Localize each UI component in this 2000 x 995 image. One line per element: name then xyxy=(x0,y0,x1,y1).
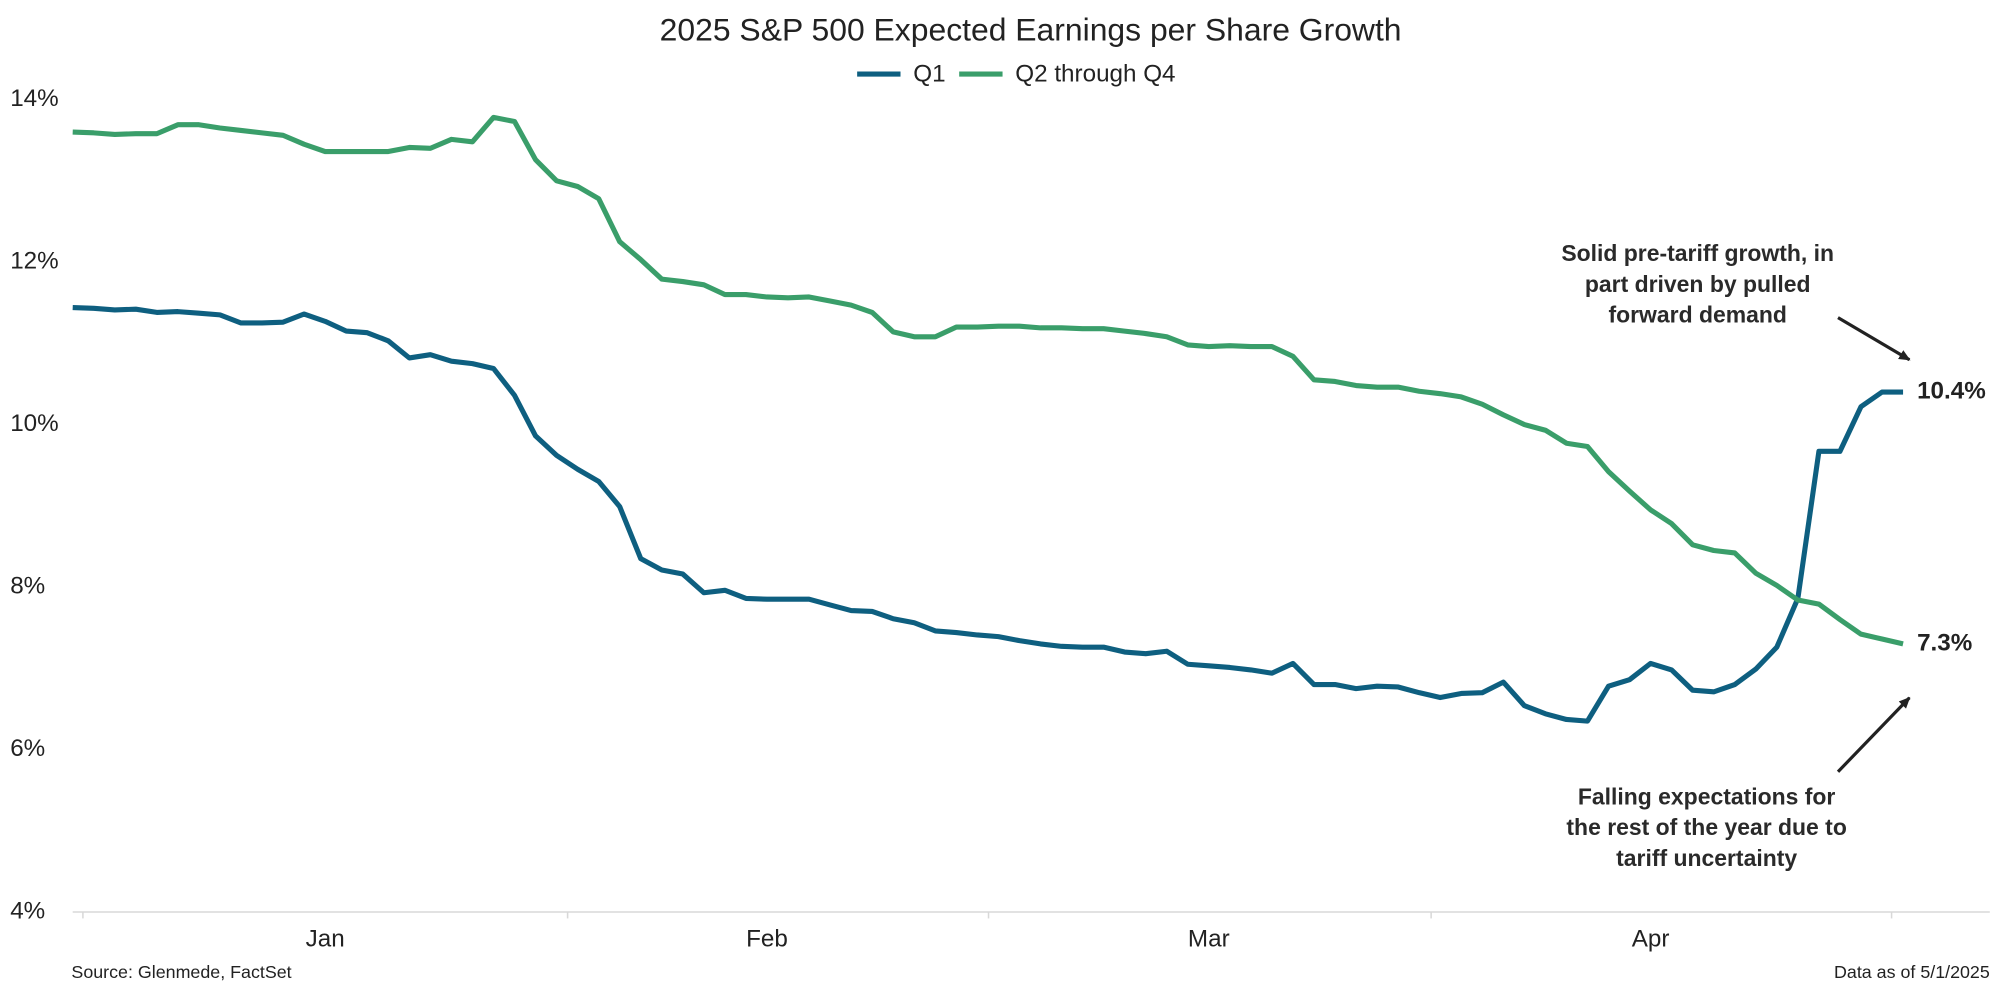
y-tick-label: 6% xyxy=(10,735,45,762)
annotation: tariff uncertainty xyxy=(1616,845,1797,871)
line-series xyxy=(72,304,1904,724)
y-tick-label: 12% xyxy=(10,247,58,274)
line-series xyxy=(72,114,1904,647)
legend-label: Q1 xyxy=(913,61,945,88)
x-tick-label: Feb xyxy=(746,926,788,953)
y-tick-label: 8% xyxy=(10,572,45,599)
y-tick-label: 10% xyxy=(10,410,58,437)
y-tick-label: 14% xyxy=(10,85,58,112)
y-tick-label: 4% xyxy=(10,897,45,924)
x-tick-label: Mar xyxy=(1188,926,1230,953)
annotation-arrow xyxy=(1836,696,1911,773)
annotation: part driven by pulled xyxy=(1585,271,1811,297)
x-tick-label: Jan xyxy=(306,926,345,953)
x-axis-ticks xyxy=(82,912,1893,919)
annotation: forward demand xyxy=(1608,301,1786,327)
source: Source: Glenmede, FactSet xyxy=(71,962,291,982)
x-tick-label: Apr xyxy=(1632,926,1670,953)
note: Data as of 5/1/2025 xyxy=(1834,962,1990,982)
annotation: Solid pre-tariff growth, in xyxy=(1561,240,1834,266)
end-label: 7.3% xyxy=(1917,629,1972,656)
annotation-arrow xyxy=(1837,316,1911,362)
annotation: the rest of the year due to xyxy=(1566,814,1846,840)
end-label: 10.4% xyxy=(1917,377,1986,404)
legend-label: Q2 through Q4 xyxy=(1015,61,1175,88)
chart-title: 2025 S&P 500 Expected Earnings per Share… xyxy=(660,11,1402,47)
annotation: Falling expectations for xyxy=(1578,784,1836,810)
